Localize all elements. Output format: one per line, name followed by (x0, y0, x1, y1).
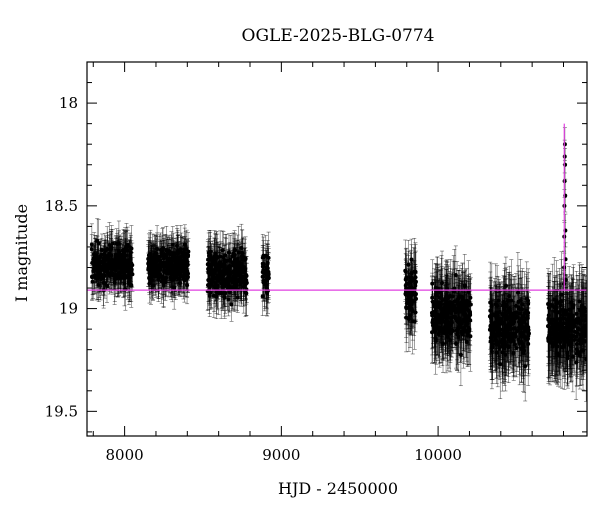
data-point-marker (150, 255, 155, 260)
data-point-marker (235, 267, 240, 272)
data-point (113, 256, 118, 285)
data-point-marker (123, 257, 128, 262)
data-point-marker (127, 265, 132, 270)
data-point-marker (91, 274, 96, 279)
data-point-marker (169, 260, 174, 265)
data-point-marker (92, 252, 97, 257)
data-point-marker (153, 251, 158, 256)
data-point-marker (96, 272, 101, 277)
data-point-marker (146, 267, 151, 272)
data-point-marker (162, 269, 167, 274)
data-point-marker (214, 262, 219, 267)
data-point-marker (209, 282, 214, 287)
data-point-marker (102, 273, 107, 278)
data-point-marker (412, 319, 417, 324)
data-point-marker (107, 273, 112, 278)
chart-title: OGLE-2025-BLG-0774 (242, 26, 435, 46)
data-point (120, 253, 125, 281)
data-point-marker (244, 287, 249, 292)
data-point-marker (175, 264, 180, 269)
data-point-marker (229, 276, 234, 281)
data-point-marker (220, 274, 225, 279)
data-point-marker (184, 264, 189, 269)
data-point-marker (90, 279, 95, 284)
data-point-marker (107, 251, 112, 256)
data-point-marker (403, 277, 408, 282)
data-point-marker (110, 262, 115, 267)
data-point-marker (120, 264, 125, 269)
data-point-marker (95, 262, 100, 267)
data-point-marker (120, 259, 125, 264)
data-point (105, 236, 110, 282)
data-point-marker (261, 280, 266, 285)
data-point-marker (266, 269, 271, 274)
data-point-marker (165, 264, 170, 269)
data-point (92, 232, 97, 277)
data-point-marker (103, 254, 108, 259)
data-point-marker (264, 290, 269, 295)
data-point-marker (127, 271, 132, 276)
data-point-marker (224, 259, 229, 264)
data-point (96, 219, 101, 268)
data-point-marker (116, 272, 121, 277)
data-point-marker (230, 260, 235, 265)
data-point (107, 234, 112, 273)
data-point-marker (94, 268, 99, 273)
data-point-marker (105, 257, 110, 262)
data-point (103, 239, 108, 274)
data-point-marker (239, 279, 244, 284)
data-point-marker (113, 268, 118, 273)
data-point-marker (240, 250, 245, 255)
data-point-marker (413, 281, 418, 286)
data-point-marker (160, 275, 165, 280)
data-point-marker (261, 253, 266, 258)
data-point-marker (93, 258, 98, 263)
data-point-marker (260, 274, 265, 279)
data-point (102, 254, 107, 297)
data-point-marker (89, 242, 94, 247)
data-point-marker (158, 267, 163, 272)
data-point-marker (206, 266, 211, 271)
data-point-marker (185, 272, 190, 277)
data-point-marker (96, 241, 101, 246)
data-point-marker (154, 254, 159, 259)
data-point-marker (212, 257, 217, 262)
data-point-marker (223, 290, 228, 295)
data-point-marker (206, 263, 211, 268)
data-point-marker (178, 268, 183, 273)
data-point (94, 256, 99, 284)
data-point (120, 244, 125, 280)
data-point (110, 247, 115, 281)
data-marks (89, 127, 587, 402)
data-point (127, 253, 132, 282)
data-point (123, 242, 128, 278)
data-point-marker (152, 271, 157, 276)
data-point-marker (216, 290, 221, 295)
data-point-marker (409, 298, 414, 303)
data-point-marker (239, 245, 244, 250)
data-point (116, 254, 121, 294)
data-point-marker (212, 271, 217, 276)
data-point-marker (116, 251, 121, 256)
data-point (89, 223, 94, 266)
data-point (116, 229, 121, 278)
data-point (113, 248, 118, 286)
data-point-marker (233, 270, 238, 275)
data-point-marker (113, 265, 118, 270)
